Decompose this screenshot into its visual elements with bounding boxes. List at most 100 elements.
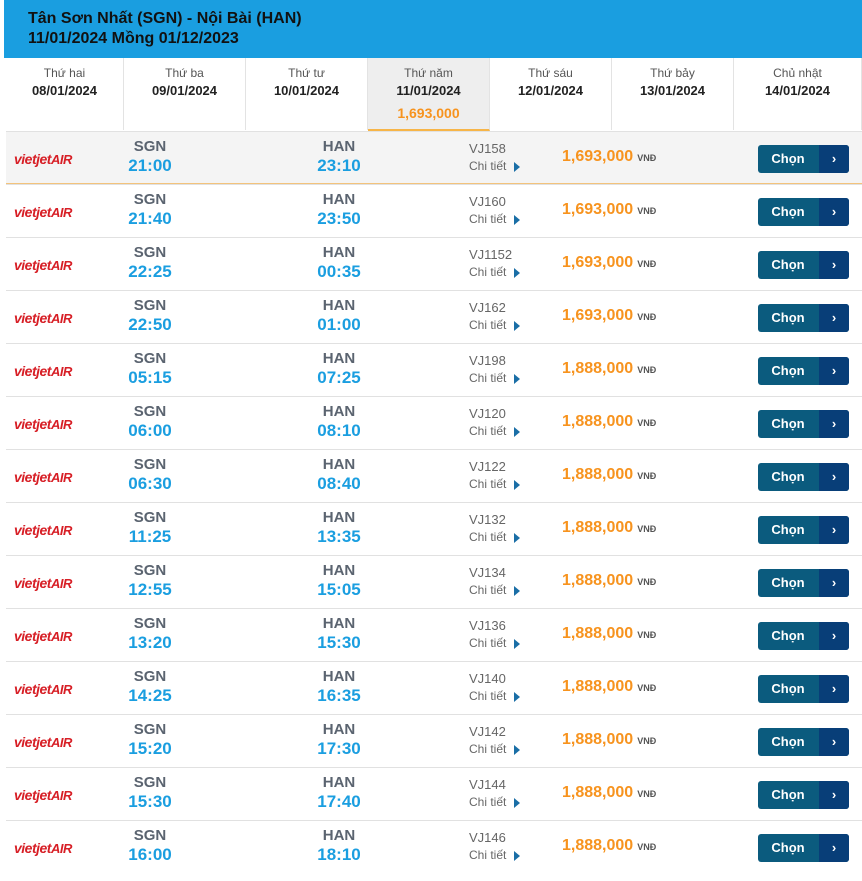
choose-label: Chọn [771,416,805,431]
departure-airport: SGN [133,774,167,791]
arrival-time: 17:40 [317,792,361,811]
choose-button[interactable]: Chọn › [758,145,849,173]
choose-label: Chọn [771,151,805,166]
chevron-right-icon: › [819,622,849,650]
arrival: HAN 18:10 [299,821,379,865]
flight-info: VJ146 Chi tiết [469,829,521,864]
flight-row: vietjetAIR SGN 15:20 HAN 17:30 VJ142 Chi tiết 1… [6,714,862,767]
detail-link[interactable]: Chi tiết [469,847,521,864]
date-tab[interactable]: Thứ hai 08/01/2024 [6,58,124,130]
currency: VNĐ [637,842,657,852]
date-tab[interactable]: Thứ tư 10/01/2024 [246,58,368,130]
choose-button[interactable]: Chọn › [758,569,849,597]
arrival: HAN 17:30 [299,715,379,759]
detail-link[interactable]: Chi tiết [469,635,521,652]
arrival: HAN 15:05 [299,556,379,600]
weekday-label: Thứ năm [404,66,453,80]
currency: VNĐ [637,418,657,428]
fare-amount: 1,888,000 [562,413,634,430]
date-tab[interactable]: Thứ sáu 12/01/2024 [490,58,612,130]
caret-right-icon [514,214,521,225]
fare: 1,693,000 VNĐ [562,201,656,219]
flight-number: VJ134 [469,565,506,580]
choose-button[interactable]: Chọn › [758,410,849,438]
arrival-airport: HAN [322,138,356,155]
detail-link[interactable]: Chi tiết [469,370,521,387]
detail-link[interactable]: Chi tiết [469,476,521,493]
arrival-time: 23:50 [317,209,361,228]
choose-button[interactable]: Chọn › [758,516,849,544]
fare: 1,888,000 VNĐ [562,784,656,802]
detail-link[interactable]: Chi tiết [469,582,521,599]
vietjet-logo: vietjetAIR [14,204,72,220]
choose-button[interactable]: Chọn › [758,198,849,226]
detail-link[interactable]: Chi tiết [469,688,521,705]
choose-button[interactable]: Chọn › [758,781,849,809]
date-label: 10/01/2024 [273,83,340,98]
flight-row: vietjetAIR SGN 14:25 HAN 16:35 VJ140 Chi tiết 1… [6,661,862,714]
choose-button[interactable]: Chọn › [758,834,849,862]
departure-time: 06:30 [128,474,172,493]
date-label: 11/01/2024 [396,83,461,98]
flight-row: vietjetAIR SGN 21:40 HAN 23:50 VJ160 Chi tiết 1… [6,184,862,237]
flight-number: VJ136 [469,618,506,633]
vietjet-logo: vietjetAIR [14,522,72,538]
arrival-airport: HAN [322,827,356,844]
choose-button[interactable]: Chọn › [758,675,849,703]
departure-airport: SGN [133,615,167,632]
detail-link[interactable]: Chi tiết [469,211,521,228]
arrival-time: 17:30 [317,739,361,758]
detail-label: Chi tiết [469,212,507,226]
fare-amount: 1,888,000 [562,519,634,536]
detail-link[interactable]: Chi tiết [469,317,521,334]
vietjet-logo: vietjetAIR [14,257,72,273]
departure-airport: SGN [133,403,167,420]
choose-button[interactable]: Chọn › [758,357,849,385]
choose-label: Chọn [771,469,805,484]
date-tab[interactable]: Chủ nhật 14/01/2024 [734,58,862,130]
detail-link[interactable]: Chi tiết [469,529,521,546]
detail-link[interactable]: Chi tiết [469,158,521,175]
fare: 1,693,000 VNĐ [562,254,656,272]
vietjet-logo: vietjetAIR [14,787,72,803]
detail-link[interactable]: Chi tiết [469,264,521,281]
departure: SGN 12:55 [110,556,190,600]
departure: SGN 06:30 [110,450,190,494]
flight-row: vietjetAIR SGN 15:30 HAN 17:40 VJ144 Chi tiết 1… [6,767,862,820]
arrival-time: 08:40 [317,474,361,493]
weekday-label: Thứ ba [165,66,204,80]
caret-right-icon [514,426,521,437]
flight-row: vietjetAIR SGN 22:50 HAN 01:00 VJ162 Chi tiết 1… [6,290,862,343]
flight-row: vietjetAIR SGN 06:30 HAN 08:40 VJ122 Chi tiết 1… [6,449,862,502]
route-header: Tân Sơn Nhất (SGN) - Nội Bài (HAN) 11/01… [4,0,862,58]
currency: VNĐ [637,630,657,640]
choose-button[interactable]: Chọn › [758,463,849,491]
date-tab[interactable]: Thứ ba 09/01/2024 [124,58,246,130]
date-tab[interactable]: Thứ bảy 13/01/2024 [612,58,734,130]
fare: 1,693,000 VNĐ [562,148,656,166]
caret-right-icon [514,797,521,808]
choose-button[interactable]: Chọn › [758,728,849,756]
caret-right-icon [514,850,521,861]
detail-label: Chi tiết [469,159,507,173]
detail-link[interactable]: Chi tiết [469,794,521,811]
flight-row: vietjetAIR SGN 16:00 HAN 18:10 VJ146 Chi tiết 1… [6,820,862,873]
arrival-airport: HAN [322,244,356,261]
caret-right-icon [514,479,521,490]
choose-button[interactable]: Chọn › [758,304,849,332]
flight-number: VJ160 [469,194,506,209]
choose-button[interactable]: Chọn › [758,622,849,650]
arrival-time: 15:05 [317,580,361,599]
chevron-right-icon: › [819,357,849,385]
currency: VNĐ [637,524,657,534]
departure: SGN 15:30 [110,768,190,812]
departure-airport: SGN [133,509,167,526]
fare: 1,888,000 VNĐ [562,572,656,590]
weekday-label: Thứ hai [43,66,86,80]
departure-time: 14:25 [128,686,172,705]
date-tab[interactable]: Thứ năm 11/01/2024 1,693,000 [368,58,490,131]
chevron-right-icon: › [819,569,849,597]
detail-link[interactable]: Chi tiết [469,741,521,758]
choose-button[interactable]: Chọn › [758,251,849,279]
detail-link[interactable]: Chi tiết [469,423,521,440]
